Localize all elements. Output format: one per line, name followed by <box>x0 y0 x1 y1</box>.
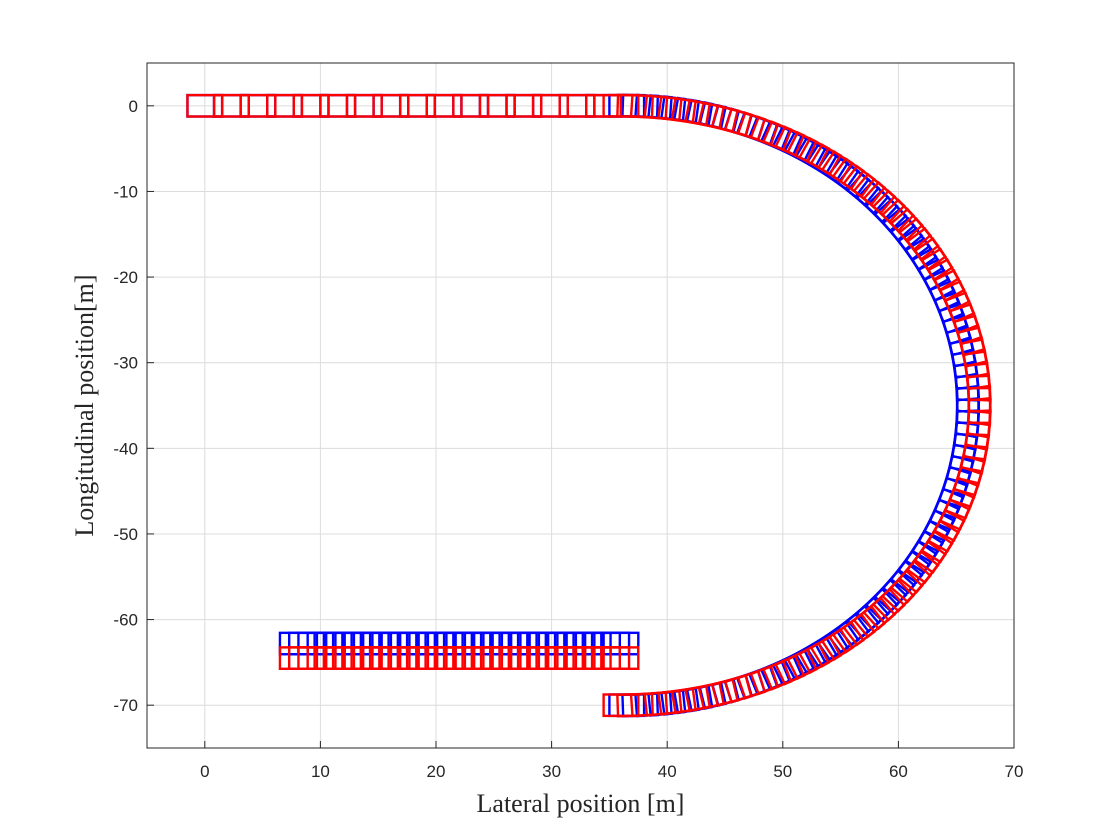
vehicle-footprint-marker <box>452 93 490 118</box>
vehicle-footprint-marker <box>425 93 463 118</box>
y-axis-label: Longitudinal position[m] <box>70 274 99 536</box>
series-red-trajectory <box>186 93 992 718</box>
x-tick-label: 50 <box>773 762 792 781</box>
y-tick-label: -20 <box>113 268 138 287</box>
x-axis-ticks: 0 10 20 30 40 50 60 70 <box>200 741 1023 781</box>
y-tick-label: -70 <box>113 696 138 715</box>
y-tick-label: 0 <box>129 97 138 116</box>
vehicle-footprint-marker <box>212 93 250 118</box>
x-tick-label: 40 <box>658 762 677 781</box>
vehicle-footprint-marker <box>278 646 316 670</box>
vehicle-footprint-marker <box>345 93 383 118</box>
axes-box <box>146 62 1015 749</box>
y-axis-ticks: 0 -10 -20 -30 -40 -50 -60 -70 <box>113 97 154 715</box>
y-tick-label: -40 <box>113 439 138 458</box>
y-tick-label: -10 <box>113 182 138 201</box>
x-tick-label: 20 <box>427 762 446 781</box>
vehicle-footprint-marker <box>558 93 596 118</box>
x-tick-label: 70 <box>1005 762 1024 781</box>
x-tick-label: 60 <box>889 762 908 781</box>
vehicle-footprint-marker <box>398 93 437 118</box>
x-tick-label: 0 <box>200 762 209 781</box>
plot-area <box>186 93 992 718</box>
y-tick-label: -50 <box>113 525 138 544</box>
vehicle-footprint-marker <box>478 93 516 118</box>
vehicle-footprint-marker <box>372 93 410 118</box>
vehicle-footprint-marker <box>531 93 569 118</box>
y-tick-label: -60 <box>113 611 138 630</box>
vehicle-footprint-marker <box>602 693 640 718</box>
x-tick-label: 10 <box>311 762 330 781</box>
grid-lines <box>147 63 1015 748</box>
vehicle-footprint-marker <box>505 93 543 118</box>
x-tick-label: 30 <box>542 762 561 781</box>
vehicle-footprint-marker <box>186 93 224 118</box>
vehicle-footprint-marker <box>266 93 304 118</box>
vehicle-footprint-marker <box>292 93 330 118</box>
vehicle-footprint-marker <box>239 93 277 118</box>
y-tick-label: -30 <box>113 354 138 373</box>
x-axis-label: Lateral position [m] <box>477 789 685 818</box>
vehicle-footprint-marker <box>319 93 357 118</box>
series-blue-trajectory <box>186 93 981 718</box>
